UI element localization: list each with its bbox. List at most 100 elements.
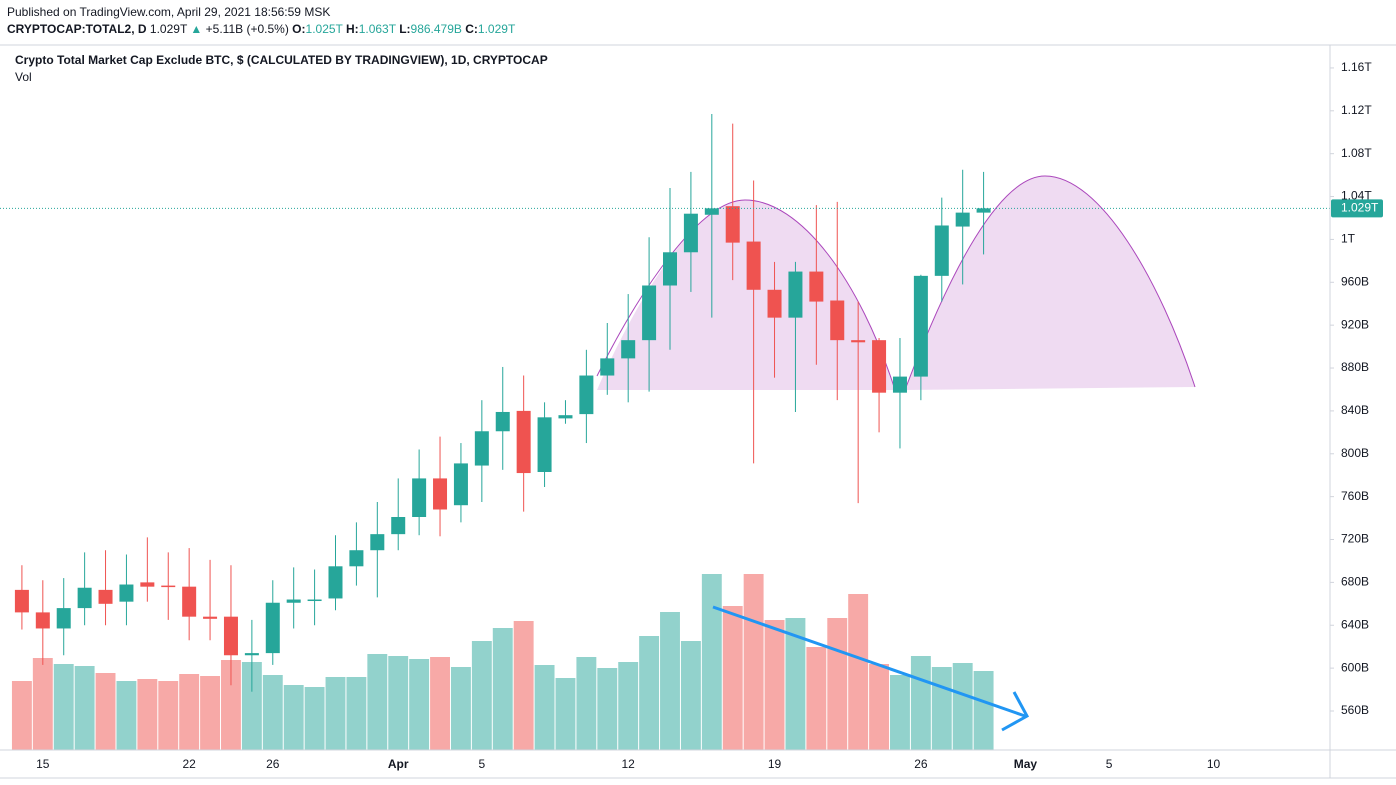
volume-bar — [137, 679, 158, 750]
candle-body — [558, 415, 573, 419]
candle-body — [767, 289, 782, 318]
last-price-box — [1331, 199, 1383, 218]
candle-body — [725, 206, 740, 243]
ohlc-label: C: — [465, 22, 478, 36]
candle-body — [182, 586, 197, 617]
y-tick-label: 840B — [1341, 403, 1369, 417]
candle-body — [955, 212, 970, 227]
volume-bar — [11, 681, 32, 750]
candle-body — [77, 587, 92, 609]
x-tick-label: 19 — [768, 757, 782, 771]
y-tick-label: 920B — [1341, 317, 1369, 331]
x-tick-label: 5 — [1106, 757, 1113, 771]
candle-body — [474, 431, 489, 466]
candle-body — [934, 225, 949, 276]
candle-body — [161, 585, 176, 588]
candle-body — [286, 599, 301, 603]
volume-bar — [325, 677, 346, 750]
x-tick-label: 26 — [914, 757, 928, 771]
y-tick-label: 960B — [1341, 274, 1369, 288]
volume-bar — [471, 641, 492, 750]
candles — [0, 114, 1330, 692]
volume-bar — [848, 594, 869, 750]
ohlc-value: 986.479B — [410, 22, 462, 36]
volume-bar — [283, 685, 304, 750]
y-tick-label: 880B — [1341, 360, 1369, 374]
change: +5.11B (+0.5%) — [205, 22, 289, 36]
volume-bar — [53, 664, 74, 750]
ohlc-label: H: — [346, 22, 359, 36]
arrow-line — [712, 605, 1026, 718]
axes: 560B 600B 640B 680B 720B 760B 800B 840B 880B 920B… — [36, 60, 1383, 771]
y-tick-label: 1.12T — [1341, 103, 1372, 117]
volume-bar — [722, 606, 743, 750]
y-tick-label: 760B — [1341, 489, 1369, 503]
candle-body — [56, 608, 71, 629]
candle-body — [830, 300, 845, 341]
candle-body — [265, 602, 280, 654]
candle-body — [370, 534, 385, 551]
symbol: CRYPTOCAP:TOTAL2, D — [7, 22, 147, 36]
y-tick-label: 1.04T — [1341, 189, 1372, 203]
volume-bar — [910, 656, 931, 750]
ohlc-value: 1.025T — [305, 22, 343, 36]
candle-body — [328, 566, 343, 599]
y-tick-label: 720B — [1341, 532, 1369, 546]
volume-bar — [116, 681, 137, 750]
volume-bar — [95, 673, 116, 750]
volume-bar — [931, 667, 952, 750]
candle-body — [140, 582, 155, 587]
y-tick-label: 640B — [1341, 617, 1369, 631]
volume-bar — [367, 654, 388, 750]
candle-body — [35, 612, 50, 629]
candle-body — [683, 213, 698, 253]
ohlc-label: O: — [292, 22, 306, 36]
candle-body — [537, 417, 552, 472]
volume-bar — [388, 656, 409, 750]
y-tick-label: 560B — [1341, 703, 1369, 717]
volume-bar — [304, 687, 325, 750]
last-price-label: 1.029T — [1341, 201, 1379, 215]
y-tick-label: 600B — [1341, 660, 1369, 674]
symbol-line: CRYPTOCAP:TOTAL2, D 1.029T ▲ +5.11B (+0.… — [7, 22, 515, 36]
y-tick-label: 800B — [1341, 446, 1369, 460]
candle-body — [223, 616, 238, 656]
candle-body — [809, 271, 824, 302]
candle-body — [119, 584, 134, 602]
ohlc: O:1.025T H:1.063T L:986.479B C:1.029T — [292, 22, 515, 36]
x-tick-label: 12 — [622, 757, 636, 771]
volume-bar — [618, 662, 639, 750]
candle-body — [621, 340, 636, 359]
candle-body — [976, 208, 991, 213]
candle-body — [872, 340, 887, 393]
volume-bar — [346, 677, 367, 750]
pattern-arc — [904, 175, 1196, 391]
volume-bar — [701, 574, 722, 750]
pattern-fill — [905, 176, 1195, 390]
volume-bar — [660, 612, 680, 750]
volume-bar — [241, 662, 262, 750]
candle-body — [203, 616, 218, 619]
candle-body — [663, 252, 677, 286]
candle-body — [913, 275, 928, 377]
candle-body — [495, 411, 510, 432]
volume-bar — [597, 668, 618, 750]
candle-body — [412, 478, 427, 518]
chart-title: Crypto Total Market Cap Exclude BTC, $ (… — [15, 53, 548, 67]
volume-bar — [827, 618, 848, 750]
pattern-drawings — [596, 175, 1196, 391]
ohlc-value: 1.029T — [477, 22, 516, 36]
volume-bar — [785, 618, 806, 750]
volume-bar — [973, 671, 994, 750]
volume-bar — [952, 663, 973, 750]
candle-body — [433, 478, 448, 510]
volume-bar — [262, 675, 283, 750]
volume-bar — [806, 647, 827, 750]
volume-bar — [32, 658, 53, 750]
volume-bar — [576, 657, 597, 750]
x-tick-label: 26 — [266, 757, 280, 771]
volume-bar — [409, 659, 430, 750]
volume-bar — [221, 660, 241, 750]
candle-body — [788, 271, 803, 318]
volume-pane — [11, 574, 994, 750]
